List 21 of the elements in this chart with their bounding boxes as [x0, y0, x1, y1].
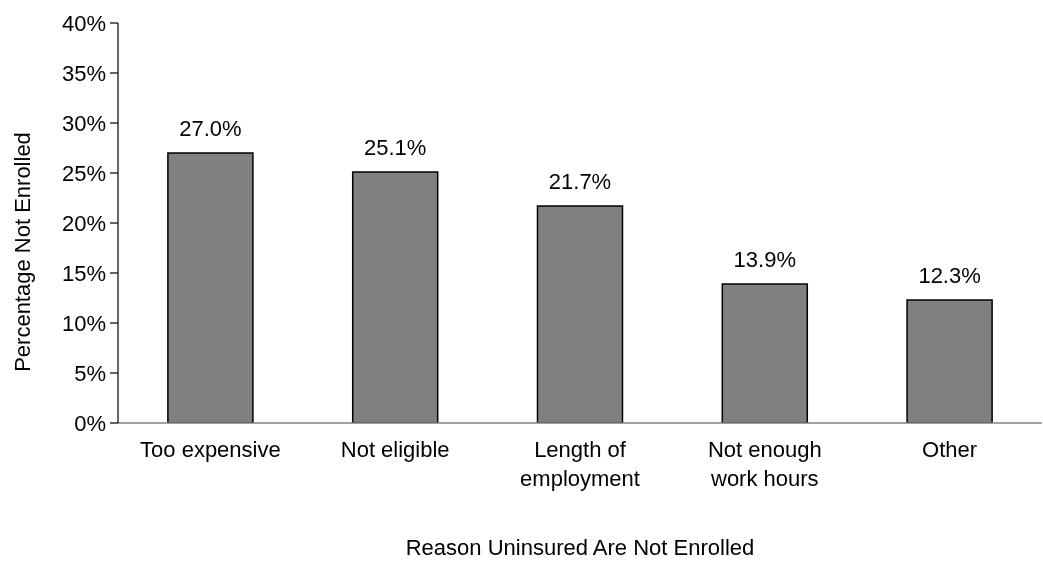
- x-tick-label: Length of employment: [520, 437, 640, 491]
- y-tick-label: 40%: [61, 10, 106, 36]
- x-axis-title: Reason Uninsured Are Not Enrolled: [405, 535, 755, 560]
- y-tick-label: 15%: [61, 260, 106, 286]
- data-label: 21.7%: [548, 169, 612, 194]
- y-axis-title: Percentage Not Enrolled: [9, 132, 35, 372]
- y-tick-label: 25%: [61, 160, 106, 186]
- data-label: 13.9%: [733, 247, 796, 272]
- data-label: 25.1%: [364, 135, 427, 160]
- y-tick-label: 20%: [61, 210, 106, 236]
- y-tick-label: 30%: [61, 110, 106, 136]
- y-tick-label: 35%: [61, 60, 106, 86]
- y-tick-label: 10%: [61, 310, 106, 336]
- data-label: 12.3%: [918, 263, 981, 288]
- x-tick-label: Other: [922, 437, 978, 462]
- x-tick-label: Not eligible: [340, 437, 450, 462]
- data-label: 27.0%: [179, 116, 242, 141]
- y-tick-label: 5%: [74, 360, 106, 386]
- x-tick-label: Not enough work hours: [707, 437, 822, 491]
- y-tick-label: 0%: [74, 410, 106, 436]
- x-tick-label: Too expensive: [140, 437, 281, 462]
